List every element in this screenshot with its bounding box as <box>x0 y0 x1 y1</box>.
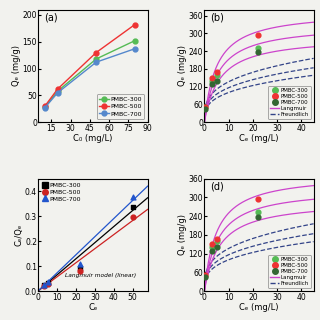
Point <box>203 104 208 109</box>
Legend: PMBC-300, PMBC-500, PMBC-700, Langmuir, Freundlich: PMBC-300, PMBC-500, PMBC-700, Langmuir, … <box>268 85 311 119</box>
Point <box>130 195 135 200</box>
Point <box>255 49 260 54</box>
Point <box>45 279 50 284</box>
Point <box>255 214 260 219</box>
Point <box>203 275 208 280</box>
Point <box>214 239 219 244</box>
Point <box>209 249 214 254</box>
PMBC-700 <box>133 47 137 51</box>
Point <box>209 242 214 247</box>
PMBC-500 <box>133 23 137 27</box>
Legend: PMBC-300, PMBC-500, PMBC-700, Langmuir, Freundlich: PMBC-300, PMBC-500, PMBC-700, Langmuir, … <box>268 254 311 288</box>
Point <box>214 236 219 241</box>
Text: (a): (a) <box>44 13 58 23</box>
Point <box>45 282 50 287</box>
Point <box>203 273 208 278</box>
Point <box>130 215 135 220</box>
Point <box>203 105 208 110</box>
Y-axis label: Qₑ (mg/g): Qₑ (mg/g) <box>178 214 187 255</box>
Point <box>214 72 219 77</box>
PMBC-500 <box>56 87 60 91</box>
Point <box>214 70 219 75</box>
PMBC-500 <box>43 104 47 108</box>
X-axis label: Cₑ: Cₑ <box>88 303 98 312</box>
Point <box>209 75 214 80</box>
Point <box>255 210 260 215</box>
Point <box>45 280 50 285</box>
Text: Langmuir model (linear): Langmuir model (linear) <box>65 273 136 278</box>
Text: (b): (b) <box>210 13 224 23</box>
PMBC-300 <box>133 39 137 43</box>
Point <box>209 245 214 250</box>
PMBC-300 <box>43 105 47 109</box>
Point <box>255 32 260 37</box>
Line: PMBC-300: PMBC-300 <box>42 38 137 110</box>
Line: PMBC-700: PMBC-700 <box>42 46 137 110</box>
PMBC-300 <box>94 57 98 61</box>
Point <box>214 245 219 250</box>
PMBC-700 <box>56 91 60 95</box>
Y-axis label: Qₑ (mg/g): Qₑ (mg/g) <box>178 45 187 86</box>
PMBC-700 <box>43 106 47 110</box>
X-axis label: Cₑ (mg/L): Cₑ (mg/L) <box>239 134 279 143</box>
PMBC-700 <box>94 60 98 64</box>
PMBC-500 <box>94 51 98 54</box>
Line: PMBC-500: PMBC-500 <box>42 22 137 108</box>
Point <box>42 284 47 289</box>
Legend: PMBC-300, PMBC-500, PMBC-700: PMBC-300, PMBC-500, PMBC-700 <box>97 94 145 119</box>
X-axis label: Cₑ (mg/L): Cₑ (mg/L) <box>239 303 279 312</box>
Point <box>209 78 214 83</box>
PMBC-300 <box>56 89 60 93</box>
Point <box>77 268 82 274</box>
Y-axis label: Qₑ (mg/g): Qₑ (mg/g) <box>12 45 21 86</box>
Point <box>255 45 260 50</box>
Point <box>203 272 208 277</box>
Y-axis label: Cₑ/Qₑ: Cₑ/Qₑ <box>14 224 23 246</box>
Point <box>255 196 260 202</box>
Legend: PMBC-300, PMBC-500, PMBC-700: PMBC-300, PMBC-500, PMBC-700 <box>42 182 83 203</box>
Point <box>209 82 214 87</box>
Point <box>214 78 219 83</box>
Point <box>77 262 82 267</box>
Point <box>203 106 208 111</box>
Text: (d): (d) <box>210 182 224 192</box>
X-axis label: C₀ (mg/L): C₀ (mg/L) <box>73 134 113 143</box>
Point <box>42 283 47 288</box>
Point <box>42 282 47 287</box>
Point <box>77 266 82 271</box>
Point <box>130 205 135 210</box>
